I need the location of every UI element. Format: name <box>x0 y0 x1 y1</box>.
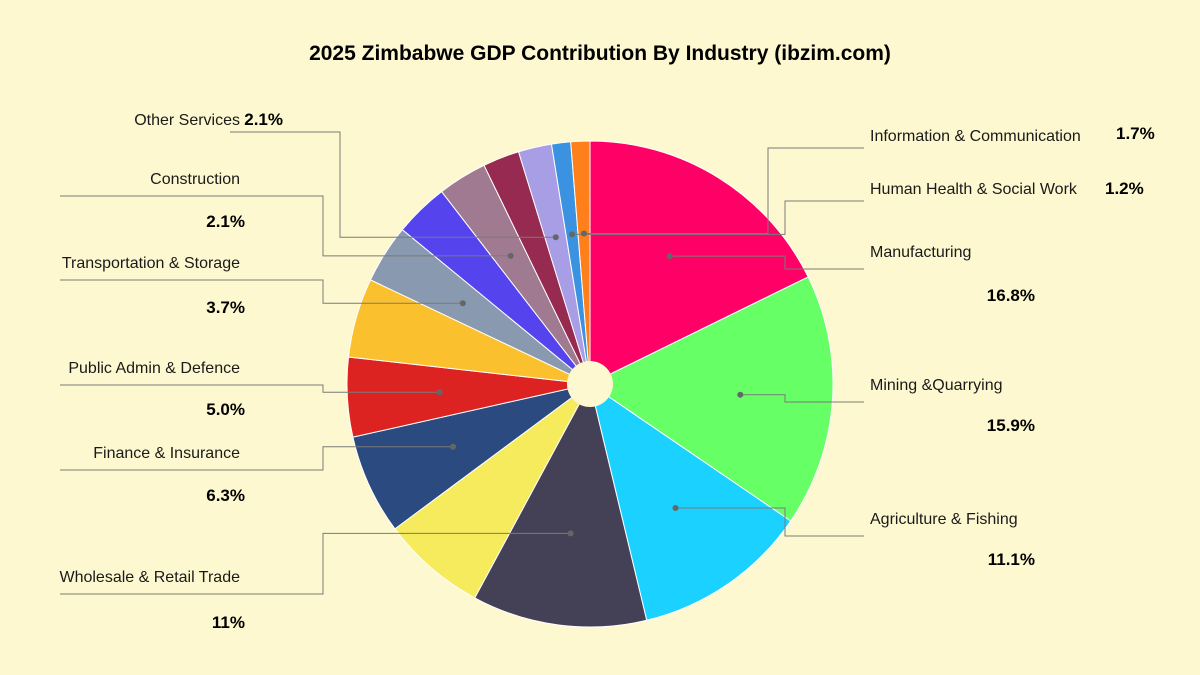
slice-unlabeled-4 <box>394 383 591 599</box>
connector-transportation-storage <box>60 279 463 304</box>
connector-public-admin-defence <box>60 384 440 393</box>
connector-dot-public-admin-defence <box>436 389 443 396</box>
connector-dot-agriculture-fishing <box>672 505 679 511</box>
label-construction: Construction <box>150 171 240 188</box>
value-human-health-social-work: 1.2% <box>1105 179 1144 198</box>
value-information-communication: 1.7% <box>1116 124 1155 143</box>
chart-title: 2025 Zimbabwe GDP Contribution By Indust… <box>309 42 891 65</box>
label-agriculture-fishing: Agriculture & Fishing <box>870 511 1018 528</box>
connector-agriculture-fishing <box>675 507 864 537</box>
connector-dot-manufacturing <box>666 253 673 260</box>
value-wholesale-retail-trade: 11% <box>212 613 245 632</box>
value-public-admin-defence: 5.0% <box>206 400 245 419</box>
connector-mining-quarrying <box>740 394 864 403</box>
connector-dot-other-services <box>552 234 559 241</box>
label-manufacturing: Manufacturing <box>870 244 971 261</box>
connector-dot-information-communication <box>581 230 587 237</box>
slice-wholesale-retail-trade <box>474 382 648 628</box>
label-finance-insurance: Finance & Insurance <box>93 445 240 462</box>
connector-dot-construction <box>507 252 514 259</box>
connector-information-communication <box>584 147 864 234</box>
label-mining-quarrying: Mining &Quarrying <box>870 377 1003 394</box>
slice-information-communication <box>570 140 591 385</box>
slice-labels: Manufacturing 16.8% Mining &Quarrying 15.9%… <box>59 110 1154 632</box>
label-connectors <box>60 131 864 595</box>
label-wholesale-retail-trade: Wholesale & Retail Trade <box>59 569 240 586</box>
slice-manufacturing <box>589 140 809 385</box>
connector-dot-transportation-storage <box>459 300 466 307</box>
connector-construction <box>60 195 511 257</box>
value-mining-quarrying: 15.9% <box>987 416 1035 435</box>
connector-manufacturing <box>669 255 864 270</box>
connector-finance-insurance <box>60 446 453 471</box>
value-other-services: 2.1% <box>244 110 283 129</box>
value-construction: 2.1% <box>206 212 245 231</box>
slice-agriculture-fishing <box>589 382 792 621</box>
connector-human-health-social-work <box>572 200 864 235</box>
value-agriculture-fishing: 11.1% <box>988 550 1035 569</box>
connector-dot-human-health-social-work <box>569 231 575 238</box>
label-human-health-social-work: Human Health & Social Work <box>870 181 1078 198</box>
connector-wholesale-retail-trade <box>60 532 571 595</box>
label-information-communication: Information & Communication <box>870 128 1081 145</box>
value-manufacturing: 16.8% <box>987 286 1035 305</box>
value-transportation-storage: 3.7% <box>206 298 245 317</box>
connector-dot-mining-quarrying <box>737 391 744 398</box>
pie-slices <box>346 140 834 628</box>
value-finance-insurance: 6.3% <box>206 486 245 505</box>
label-other-services: Other Services <box>134 112 240 129</box>
label-transportation-storage: Transportation & Storage <box>62 255 240 272</box>
label-public-admin-defence: Public Admin & Defence <box>68 360 240 377</box>
connector-dot-finance-insurance <box>450 443 456 450</box>
connector-other-services <box>230 131 556 238</box>
slice-mining-quarrying <box>589 276 834 522</box>
connector-dot-wholesale-retail-trade <box>567 530 574 537</box>
donut-hole <box>567 361 613 407</box>
